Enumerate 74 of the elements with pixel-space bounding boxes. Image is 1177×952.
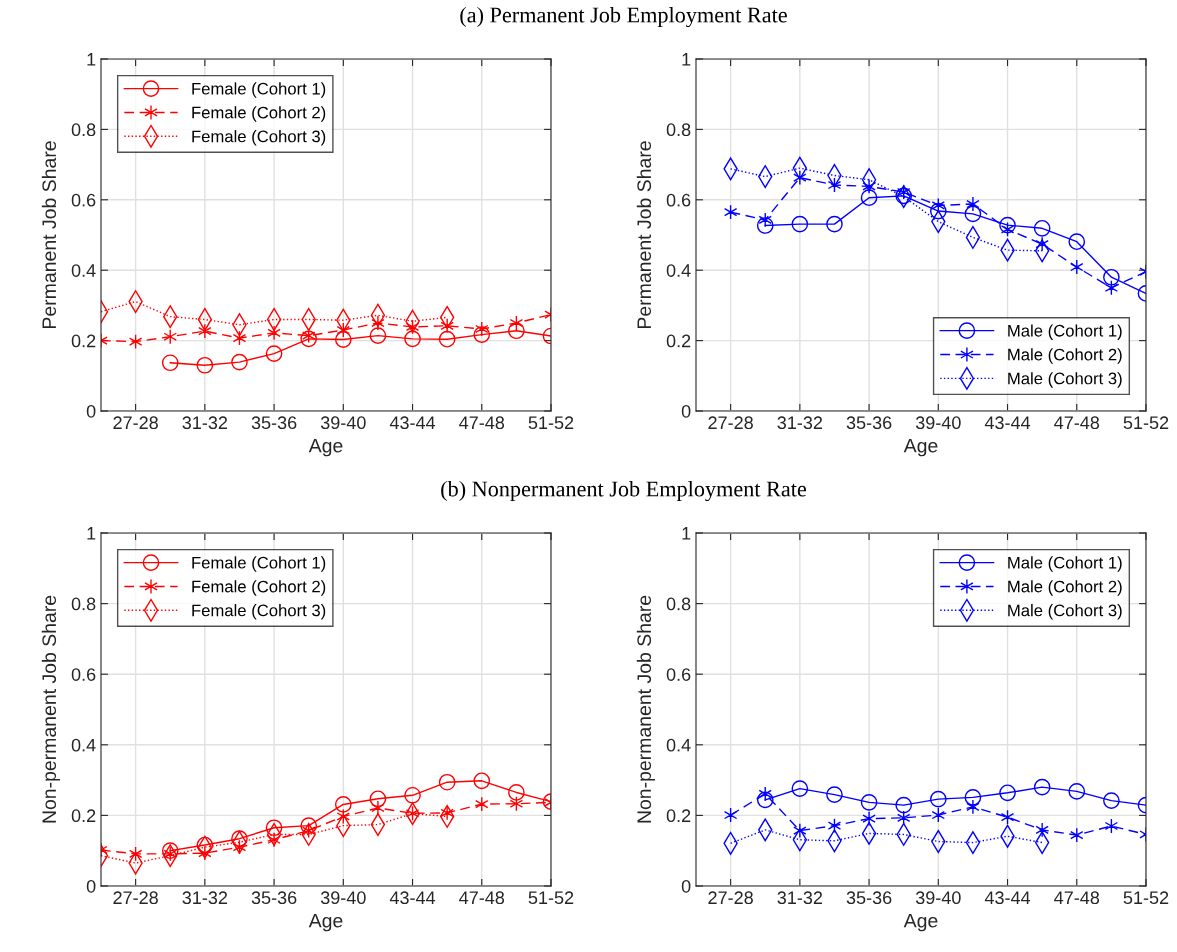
x-tick-label: 39-40 [915,891,961,905]
y-tick-label: 1 [87,527,96,540]
y-axis-title: Non-permanent Job Share [636,595,655,823]
x-tick-label: 51-52 [528,416,574,430]
x-axis-title: Age [903,438,938,457]
y-tick-label: 0.4 [666,264,691,277]
y-tick-label: 1 [682,53,691,66]
x-tick-label: 39-40 [915,416,961,430]
y-tick-label: 0.6 [71,193,96,207]
legend-label: Female (Cohort 3) [192,604,326,620]
x-tick-label: 31-32 [777,891,823,905]
x-tick-label: 31-32 [777,416,823,430]
x-tick-label: 51-52 [528,891,574,905]
x-tick-label: 35-36 [251,891,297,905]
y-tick-label: 0.2 [666,334,691,348]
y-tick-label: 0 [86,404,96,418]
x-tick-label: 47-48 [459,416,505,430]
y-tick-label: 0.8 [666,597,691,611]
x-tick-label: 27-28 [708,416,753,430]
y-tick-label: 0.6 [666,193,691,207]
x-tick-label: 47-48 [459,891,505,905]
y-tick-label: 0 [681,879,691,893]
legend-label: Female (Cohort 1) [192,556,326,572]
x-tick-label: 51-52 [1123,891,1169,905]
x-tick-label: 43-44 [389,891,436,905]
y-axis-title: Permanent Job Share [636,141,652,328]
x-tick-label: 47-48 [1054,416,1100,430]
x-tick-label: 39-40 [320,416,366,430]
legend-label: Female (Cohort 2) [192,106,326,122]
y-tick-label: 0.4 [71,738,96,752]
y-tick-label: 0.6 [666,668,691,681]
legend-label: Female (Cohort 2) [192,580,326,596]
y-tick-label: 0 [86,879,96,893]
x-tick-label: 35-36 [846,416,892,430]
legend-label: Male (Cohort 3) [1008,604,1122,620]
x-tick-label: 43-44 [984,416,1031,430]
x-tick-label: 39-40 [320,891,366,905]
x-tick-label: 43-44 [984,891,1031,905]
legend-label: Male (Cohort 2) [1008,348,1122,364]
x-tick-label: 27-28 [113,891,158,905]
y-tick-label: 0.4 [666,738,691,752]
legend-label: Female (Cohort 1) [192,82,326,98]
x-tick-label: 27-28 [708,891,753,905]
legend-label: Male (Cohort 3) [1008,372,1122,388]
text: (b) Nonpermanent Job Employment Rate [441,480,807,502]
x-tick-label: 47-48 [1054,891,1100,905]
legend-label: Female (Cohort 3) [192,130,326,146]
legend-label: Male (Cohort 1) [1008,556,1122,572]
legend-label: Male (Cohort 2) [1008,580,1122,596]
x-tick-label: 51-52 [1123,416,1169,430]
x-tick-label: 43-44 [389,416,436,430]
x-tick-label: 31-32 [182,416,228,430]
legend-label: Male (Cohort 1) [1008,324,1122,340]
y-tick-label: 1 [87,53,96,66]
y-tick-label: 0.2 [71,809,96,823]
y-tick-label: 0 [681,404,691,418]
y-axis-title: Permanent Job Share [41,141,57,328]
y-tick-label: 0.8 [71,123,96,137]
x-axis-title: Age [308,438,343,457]
y-tick-label: 0.6 [71,668,96,681]
y-tick-label: 0.8 [666,123,691,137]
x-axis-title: Age [308,913,343,932]
x-tick-label: 27-28 [113,416,158,430]
y-tick-label: 1 [682,527,691,540]
x-tick-label: 31-32 [182,891,228,905]
y-axis-title: Non-permanent Job Share [41,595,60,823]
x-axis-title: Age [903,913,938,932]
x-tick-label: 35-36 [251,416,297,430]
y-tick-label: 0.8 [71,597,96,611]
y-tick-label: 0.2 [666,809,691,823]
y-tick-label: 0.4 [71,264,96,277]
x-tick-label: 35-36 [846,891,892,905]
text: (a) Permanent Job Employment Rate [460,6,787,28]
y-tick-label: 0.2 [71,334,96,348]
